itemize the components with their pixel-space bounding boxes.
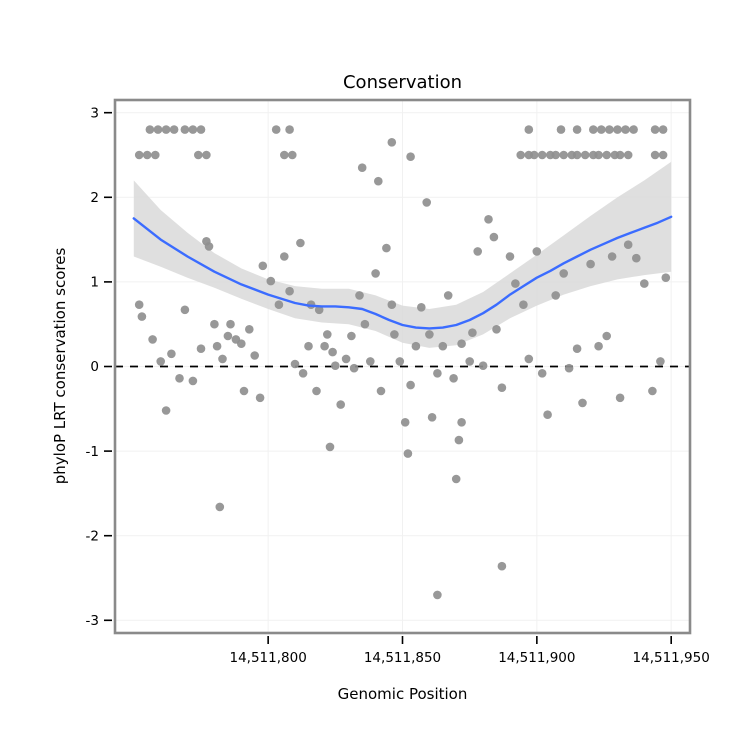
svg-text:14,511,850: 14,511,850	[364, 650, 441, 666]
panel-border	[113, 98, 692, 635]
svg-text:-2: -2	[86, 528, 99, 544]
svg-text:-1: -1	[86, 444, 99, 460]
x-axis-ticks: 14,511,800 14,511,850 14,511,900 14,511,950	[230, 636, 710, 666]
svg-text:2: 2	[90, 190, 99, 206]
scatter-points	[134, 125, 671, 600]
smooth-line	[132, 215, 673, 330]
svg-text:1: 1	[90, 275, 99, 291]
svg-text:0: 0	[90, 359, 99, 375]
y-axis-ticks: -3 -2 -1 0 1 2 3	[86, 105, 112, 629]
confidence-band	[133, 161, 672, 348]
svg-text:14,511,900: 14,511,900	[498, 650, 575, 666]
svg-text:3: 3	[90, 105, 99, 121]
chart-title: Conservation	[342, 72, 462, 93]
svg-text:14,511,950: 14,511,950	[633, 650, 710, 666]
svg-text:14,511,800: 14,511,800	[230, 650, 307, 666]
x-axis-label: Genomic Position	[337, 685, 468, 703]
svg-text:-3: -3	[86, 613, 99, 629]
